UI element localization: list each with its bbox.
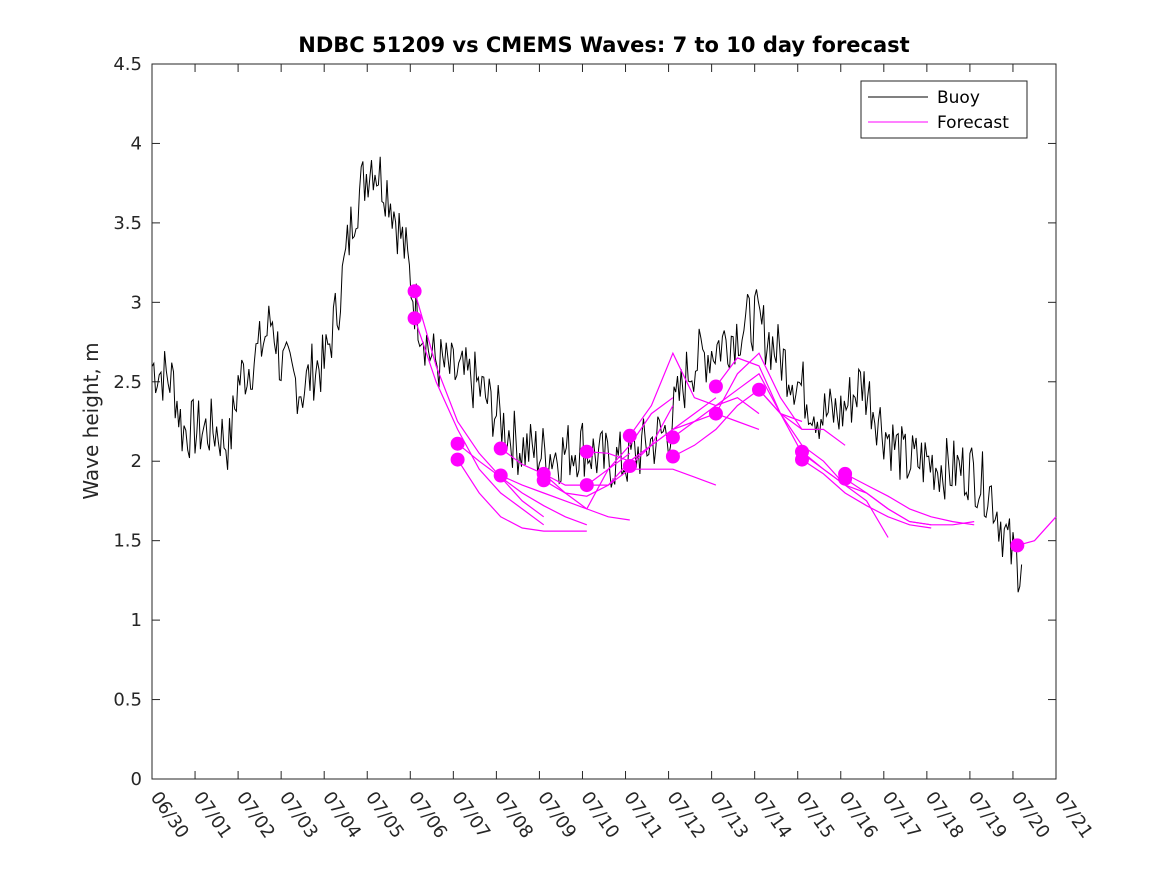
- x-tick-label: 07/19: [964, 788, 1011, 843]
- forecast-marker: [407, 311, 422, 326]
- forecast-marker: [622, 428, 637, 443]
- forecast-line: [457, 443, 588, 526]
- legend-box: [860, 80, 1028, 139]
- forecast-line: [715, 352, 846, 446]
- forecast-line: [629, 351, 760, 437]
- x-tick-label: 07/21: [1050, 788, 1097, 843]
- x-tick-label: 07/16: [835, 788, 882, 843]
- forecast-marker: [450, 436, 465, 451]
- y-tick-label: 1.5: [113, 531, 142, 552]
- forecast-marker: [493, 468, 508, 483]
- x-tick-label: 07/17: [878, 788, 925, 843]
- x-tick-label: 07/01: [189, 788, 236, 843]
- forecast-line: [801, 459, 932, 529]
- x-tick-label: 07/08: [490, 788, 537, 843]
- x-tick-label: 07/06: [404, 788, 451, 843]
- forecast-marker: [708, 379, 723, 394]
- forecast-line: [414, 291, 545, 518]
- forecast-line: [457, 459, 587, 532]
- y-tick-label: 4: [131, 133, 142, 154]
- forecast-marker: [708, 406, 723, 421]
- x-tick-label: 07/11: [619, 788, 666, 843]
- x-tick-label: 07/07: [447, 788, 494, 843]
- forecast-line: [844, 473, 975, 526]
- y-axis: 0 0.5 1 1.5 2 2.5 3 3.5 4 4.5: [113, 54, 1056, 790]
- forecast-marker: [579, 444, 594, 459]
- forecast-line: [586, 468, 717, 486]
- x-tick-label: 07/18: [921, 788, 968, 843]
- forecast-marker: [493, 441, 508, 456]
- forecast-marker: [665, 430, 680, 445]
- y-tick-label: 1: [131, 610, 142, 631]
- forecast-marker: [622, 459, 637, 473]
- forecast-marker: [407, 284, 422, 299]
- forecast-marker: [665, 449, 680, 464]
- legend-forecast-label: Forecast: [937, 113, 1009, 133]
- y-tick-label: 4.5: [113, 54, 142, 75]
- y-tick-label: 3: [131, 292, 142, 313]
- x-tick-label: 07/04: [318, 788, 365, 843]
- forecast-marker: [536, 473, 551, 488]
- x-tick-label: 07/15: [792, 788, 839, 843]
- buoy-series: [151, 156, 1023, 593]
- plot-area: [151, 63, 1057, 780]
- x-tick-label: 07/03: [275, 788, 322, 843]
- forecast-marker: [1010, 538, 1025, 553]
- y-tick-label: 0.5: [113, 690, 142, 711]
- x-tick-label: 07/05: [361, 788, 408, 843]
- y-tick-label: 2.5: [113, 372, 142, 393]
- x-tick-label: 07/02: [232, 788, 279, 843]
- x-tick-label: 07/13: [706, 788, 753, 843]
- forecast-series: [407, 284, 1057, 553]
- forecast-marker: [579, 478, 594, 493]
- forecast-marker: [795, 452, 809, 467]
- buoy-line: [151, 156, 1023, 593]
- forecast-line: [414, 318, 545, 526]
- y-tick-label: 0: [131, 769, 142, 790]
- y-axis-label: Wave height, m: [79, 342, 103, 499]
- x-tick-label: 07/12: [662, 788, 709, 843]
- x-tick-label: 07/20: [1007, 788, 1054, 843]
- x-tick-label: 07/10: [576, 788, 623, 843]
- forecast-line: [543, 397, 674, 486]
- forecast-line: [844, 478, 975, 526]
- legend-buoy-label: Buoy: [937, 88, 980, 108]
- x-tick-label: 06/30: [146, 788, 193, 843]
- y-tick-label: 2: [131, 451, 142, 472]
- forecast-marker: [838, 471, 853, 486]
- chart-title: NDBC 51209 vs CMEMS Waves: 7 to 10 day f…: [298, 33, 909, 57]
- x-tick-label: 07/09: [533, 788, 580, 843]
- legend: Buoy Forecast: [860, 80, 1028, 139]
- y-tick-label: 3.5: [113, 213, 142, 234]
- x-tick-label: 07/14: [749, 788, 796, 843]
- forecast-marker: [450, 452, 465, 467]
- forecast-marker: [752, 382, 766, 397]
